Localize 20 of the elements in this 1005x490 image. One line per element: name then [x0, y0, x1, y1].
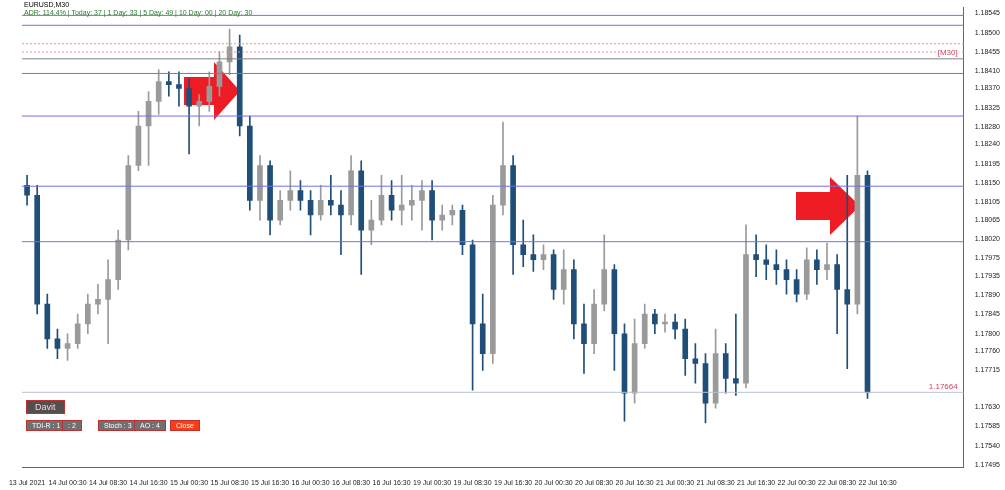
candlestick	[419, 180, 425, 231]
candlestick	[95, 283, 101, 315]
candlestick	[165, 71, 172, 97]
ref-line-label: [M30]	[937, 48, 958, 58]
candlestick	[824, 242, 830, 280]
annotation: Davit	[26, 400, 65, 414]
candlestick	[398, 175, 405, 226]
candlestick	[338, 190, 344, 255]
candlestick	[520, 219, 527, 267]
candlestick	[753, 234, 759, 277]
candlestick	[763, 244, 770, 280]
candlestick	[733, 313, 739, 396]
candlestick	[409, 185, 415, 221]
candlestick	[662, 313, 668, 333]
candlestick	[328, 175, 334, 216]
candlestick	[844, 175, 851, 369]
candlestick	[105, 259, 111, 345]
ref-line-label: 1.17664	[928, 381, 959, 391]
candlestick	[196, 94, 203, 127]
candlestick	[176, 71, 182, 107]
